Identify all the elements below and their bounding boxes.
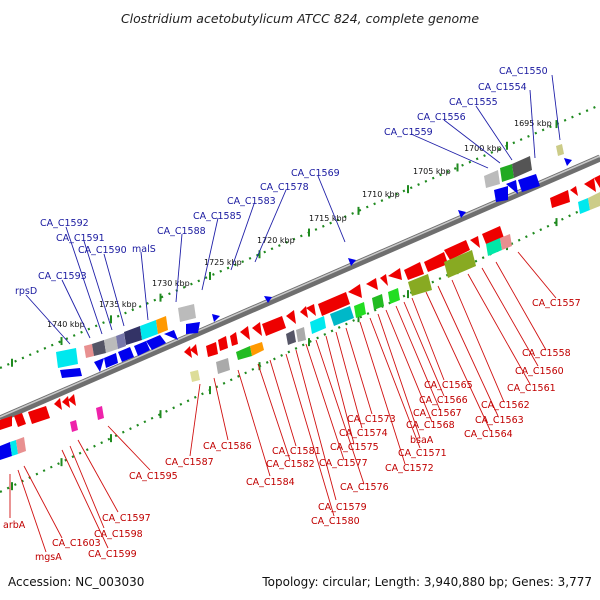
gene-label: CA_C1591 xyxy=(56,233,105,244)
gene-label: CA_C1556 xyxy=(417,112,466,123)
gene-label: CA_C1581 xyxy=(272,446,321,457)
gene-label: CA_C1586 xyxy=(203,441,252,452)
gene-label: CA_C1592 xyxy=(40,218,89,229)
gene-label: CA_C1572 xyxy=(385,463,434,474)
bottom-gene-labels: CA_C1557 CA_C1558 CA_C1560 CA_C1561 CA_C… xyxy=(3,251,581,563)
gene-label: CA_C1560 xyxy=(515,366,564,377)
gene-label: CA_C1571 xyxy=(398,448,447,459)
gene-arrow xyxy=(146,335,166,350)
gene-label: CA_C1565 xyxy=(424,380,473,391)
gene-label: mgsA xyxy=(35,552,62,563)
gene-label: CA_C1566 xyxy=(419,395,468,406)
gene-arrow xyxy=(186,322,200,334)
gene-label: CA_C1598 xyxy=(94,529,143,540)
gene-label: CA_C1579 xyxy=(318,502,367,513)
gene-label: CA_C1580 xyxy=(311,516,360,527)
gene-label: CA_C1563 xyxy=(475,415,524,426)
gene-label: CA_C1582 xyxy=(266,459,315,470)
gene-label: CA_C1550 xyxy=(499,66,548,77)
kbp-label: 1715 kbp xyxy=(309,214,347,223)
gene-arrow xyxy=(506,180,518,194)
gene-arrow xyxy=(134,341,150,356)
gene-label: CA_C1561 xyxy=(507,383,556,394)
gene-label: CA_C1554 xyxy=(478,82,527,93)
gene-label: CA_C1599 xyxy=(88,549,137,560)
gene-label: bsaA xyxy=(410,435,434,446)
kbp-labels: 1695 kbp 1700 kbp 1705 kbp 1710 kbp 1715… xyxy=(47,119,552,329)
gene-label: CA_C1578 xyxy=(260,182,309,193)
gene-label: malS xyxy=(132,244,156,255)
gene-block xyxy=(56,348,78,368)
gene-label: CA_C1588 xyxy=(157,226,206,237)
gene-label: CA_C1574 xyxy=(339,428,388,439)
gene-label: CA_C1557 xyxy=(532,298,581,309)
outer-tick-track xyxy=(0,103,600,370)
kbp-label: 1720 kbp xyxy=(257,236,295,245)
accession-text: Accession: NC_003030 xyxy=(8,575,144,589)
gene-arrow xyxy=(118,347,134,362)
gene-label: CA_C1597 xyxy=(102,513,151,524)
gene-label: CA_C1590 xyxy=(78,245,127,256)
gene-label: CA_C1583 xyxy=(227,196,276,207)
gene-label: CA_C1564 xyxy=(464,429,513,440)
gene-label: CA_C1568 xyxy=(406,420,455,431)
top-gene-labels: CA_C1550 CA_C1554 CA_C1555 CA_C1556 CA_C… xyxy=(15,66,561,345)
gene-arrow xyxy=(164,330,178,340)
map-title: Clostridium acetobutylicum ATCC 824, com… xyxy=(121,11,479,26)
gene-label: CA_C1559 xyxy=(384,127,433,138)
gene-arrow xyxy=(518,174,540,192)
kbp-label: 1710 kbp xyxy=(362,190,400,199)
gene-label: CA_C1569 xyxy=(291,168,340,179)
gene-label: CA_C1593 xyxy=(38,271,87,282)
gene-arrow xyxy=(60,368,82,378)
gene-arrow xyxy=(94,358,104,372)
gene-label: CA_C1587 xyxy=(165,457,214,468)
gene-label: arbA xyxy=(3,520,26,531)
gene-label: CA_C1562 xyxy=(481,400,530,411)
gene-label: CA_C1584 xyxy=(246,477,295,488)
gene-label: CA_C1575 xyxy=(330,442,379,453)
gene-label: CA_C1558 xyxy=(522,348,571,359)
gene-label: rpsD xyxy=(15,286,37,297)
gene-label: CA_C1567 xyxy=(413,408,462,419)
kbp-label: 1700 kbp xyxy=(464,144,502,153)
gene-arrow xyxy=(348,258,356,266)
gene-arrow xyxy=(104,353,118,368)
kbp-label: 1740 kbp xyxy=(47,320,85,329)
kbp-label: 1730 kbp xyxy=(152,279,190,288)
gene-arrow xyxy=(458,210,466,218)
gene-arrow xyxy=(564,158,572,166)
forward-strand-genes xyxy=(56,144,572,378)
gene-label: CA_C1573 xyxy=(347,414,396,425)
gene-label: CA_C1577 xyxy=(319,458,368,469)
gene-label: CA_C1595 xyxy=(129,471,178,482)
gene-arrow xyxy=(212,314,220,322)
gene-arrow xyxy=(264,296,272,303)
gene-arrow xyxy=(494,186,508,202)
genome-track xyxy=(0,103,600,493)
kbp-label: 1705 kbp xyxy=(413,167,451,176)
reverse-strand-genes xyxy=(0,175,600,460)
gene-label: CA_C1576 xyxy=(340,482,389,493)
gene-label: CA_C1585 xyxy=(193,211,242,222)
gene-label: CA_C1603 xyxy=(52,538,101,549)
gene-label: CA_C1555 xyxy=(449,97,498,108)
genome-summary-text: Topology: circular; Length: 3,940,880 bp… xyxy=(261,575,592,589)
backbone xyxy=(0,154,600,423)
kbp-label: 1725 kbp xyxy=(204,258,242,267)
